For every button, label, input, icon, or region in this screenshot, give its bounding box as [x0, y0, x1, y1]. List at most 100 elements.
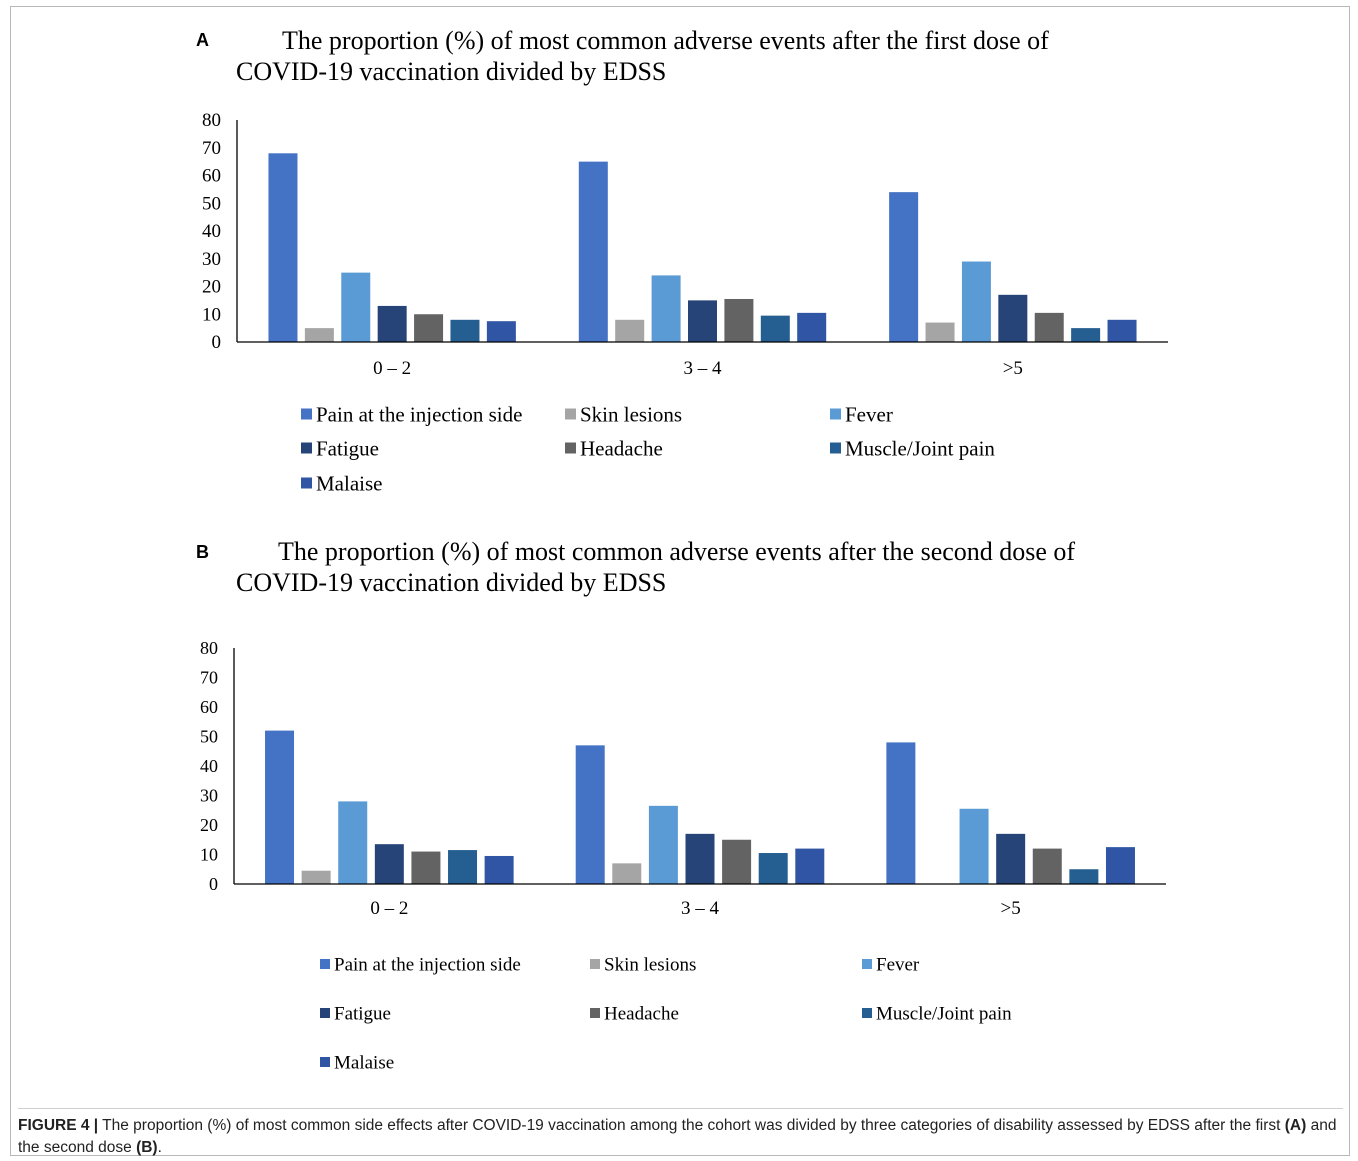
y-tick-label: 20	[200, 815, 218, 835]
bar	[448, 850, 478, 884]
y-tick-label: 80	[200, 638, 218, 658]
bar	[377, 305, 407, 342]
caption-text-2: and the second dose	[18, 1117, 1337, 1156]
y-tick-label: 20	[202, 277, 221, 298]
legend-swatch	[320, 1008, 330, 1018]
bar	[301, 870, 331, 884]
bar	[484, 855, 514, 884]
bar	[724, 298, 754, 342]
y-tick-label: 40	[202, 221, 221, 242]
y-tick-label: 80	[202, 110, 221, 131]
bar	[996, 833, 1026, 884]
legend-swatch	[830, 442, 841, 454]
legend-swatch	[301, 442, 312, 454]
bar	[961, 261, 991, 342]
figure-frame	[10, 6, 1350, 1156]
y-tick-label: 0	[209, 874, 218, 894]
x-category-label: 0 – 2	[370, 898, 408, 919]
bar	[612, 863, 642, 884]
bar	[414, 314, 444, 342]
legend-swatch	[301, 408, 312, 420]
caption-label: FIGURE 4 |	[18, 1117, 99, 1134]
chart-title-b: The proportion (%) of most common advers…	[236, 537, 1076, 597]
legend-swatch	[590, 959, 600, 969]
legend-swatch	[301, 477, 312, 489]
y-tick-label: 30	[202, 249, 221, 270]
bar-chart-b: 0 10 20 30 40 50 60 70 80 0 – 2 3 – 4 >5 Pain at the…	[200, 638, 1166, 1074]
bar	[304, 328, 334, 342]
bar	[265, 730, 295, 884]
bar	[889, 192, 919, 342]
legend-label: Muscle/Joint pain	[845, 436, 995, 460]
x-category-label: 3 – 4	[681, 898, 720, 919]
bar	[374, 844, 404, 884]
chart-panel-b: B The proportion (%) of most common adve…	[0, 537, 1358, 1080]
bar	[651, 275, 681, 342]
panel-label-a: A	[196, 30, 209, 50]
bar	[450, 319, 480, 342]
bar	[795, 848, 825, 884]
bar	[758, 853, 788, 884]
legend-swatch	[320, 959, 330, 969]
bar	[411, 851, 441, 884]
legend-label: Pain at the injection side	[316, 402, 522, 426]
caption-ref-a: (A)	[1284, 1117, 1307, 1134]
legend-label: Pain at the injection side	[334, 955, 521, 976]
x-category-label: 3 – 4	[684, 358, 723, 379]
y-tick-label: 30	[200, 786, 218, 806]
y-tick-label: 40	[200, 756, 218, 776]
y-tick-label: 0	[212, 332, 222, 353]
bar	[760, 315, 790, 342]
bar-chart-a: 0 10 20 30 40 50 60 70 80 0 – 2 3 – 4 >5 Pain at the…	[202, 110, 1168, 495]
bar	[1105, 847, 1135, 884]
x-category-label: >5	[1003, 358, 1023, 379]
bar	[998, 294, 1028, 342]
figure-caption: FIGURE 4 | The proportion (%) of most co…	[18, 1108, 1343, 1159]
legend-label: Fatigue	[334, 1004, 391, 1025]
legend-swatch	[590, 1008, 600, 1018]
bar	[268, 153, 298, 342]
legend-label: Fatigue	[316, 436, 379, 460]
bar	[338, 801, 368, 884]
caption-text-3: .	[157, 1139, 162, 1156]
bar	[486, 321, 516, 342]
legend-swatch	[320, 1057, 330, 1067]
x-category-label: 0 – 2	[373, 358, 411, 379]
bar	[797, 312, 827, 342]
legend-label: Malaise	[316, 471, 382, 495]
bar	[578, 161, 608, 342]
chart-title-a: The proportion (%) of most common advers…	[236, 26, 1049, 86]
bar	[1107, 319, 1137, 342]
y-tick-label: 60	[202, 166, 221, 187]
legend-swatch	[565, 442, 576, 454]
bar	[341, 272, 371, 342]
y-tick-label: 70	[202, 138, 221, 159]
legend-swatch	[862, 959, 872, 969]
x-category-label: >5	[1001, 898, 1021, 919]
legend-label: Malaise	[334, 1053, 394, 1074]
bar	[722, 839, 752, 884]
legend-label: Headache	[580, 436, 663, 460]
bar	[615, 319, 645, 342]
legend-label: Skin lesions	[604, 955, 696, 976]
legend-swatch	[565, 408, 576, 420]
chart-panel-a: A The proportion (%) of most common adve…	[0, 0, 1358, 540]
bar	[1032, 848, 1062, 884]
legend-label: Skin lesions	[580, 402, 682, 426]
bar	[685, 833, 715, 884]
bar	[886, 742, 916, 884]
legend-label: Fever	[876, 955, 920, 976]
y-tick-label: 50	[202, 193, 221, 214]
legend-label: Muscle/Joint pain	[876, 1004, 1012, 1025]
bar	[1069, 869, 1099, 884]
bar	[575, 745, 605, 884]
y-tick-label: 10	[200, 845, 218, 865]
caption-text-1: The proportion (%) of most common side e…	[98, 1117, 1285, 1134]
bar	[1034, 312, 1064, 342]
bar	[648, 805, 678, 884]
bar	[1071, 328, 1101, 342]
legend-label: Fever	[845, 402, 893, 426]
y-tick-label: 10	[202, 304, 221, 325]
caption-ref-b: (B)	[136, 1139, 158, 1156]
legend-swatch	[862, 1008, 872, 1018]
